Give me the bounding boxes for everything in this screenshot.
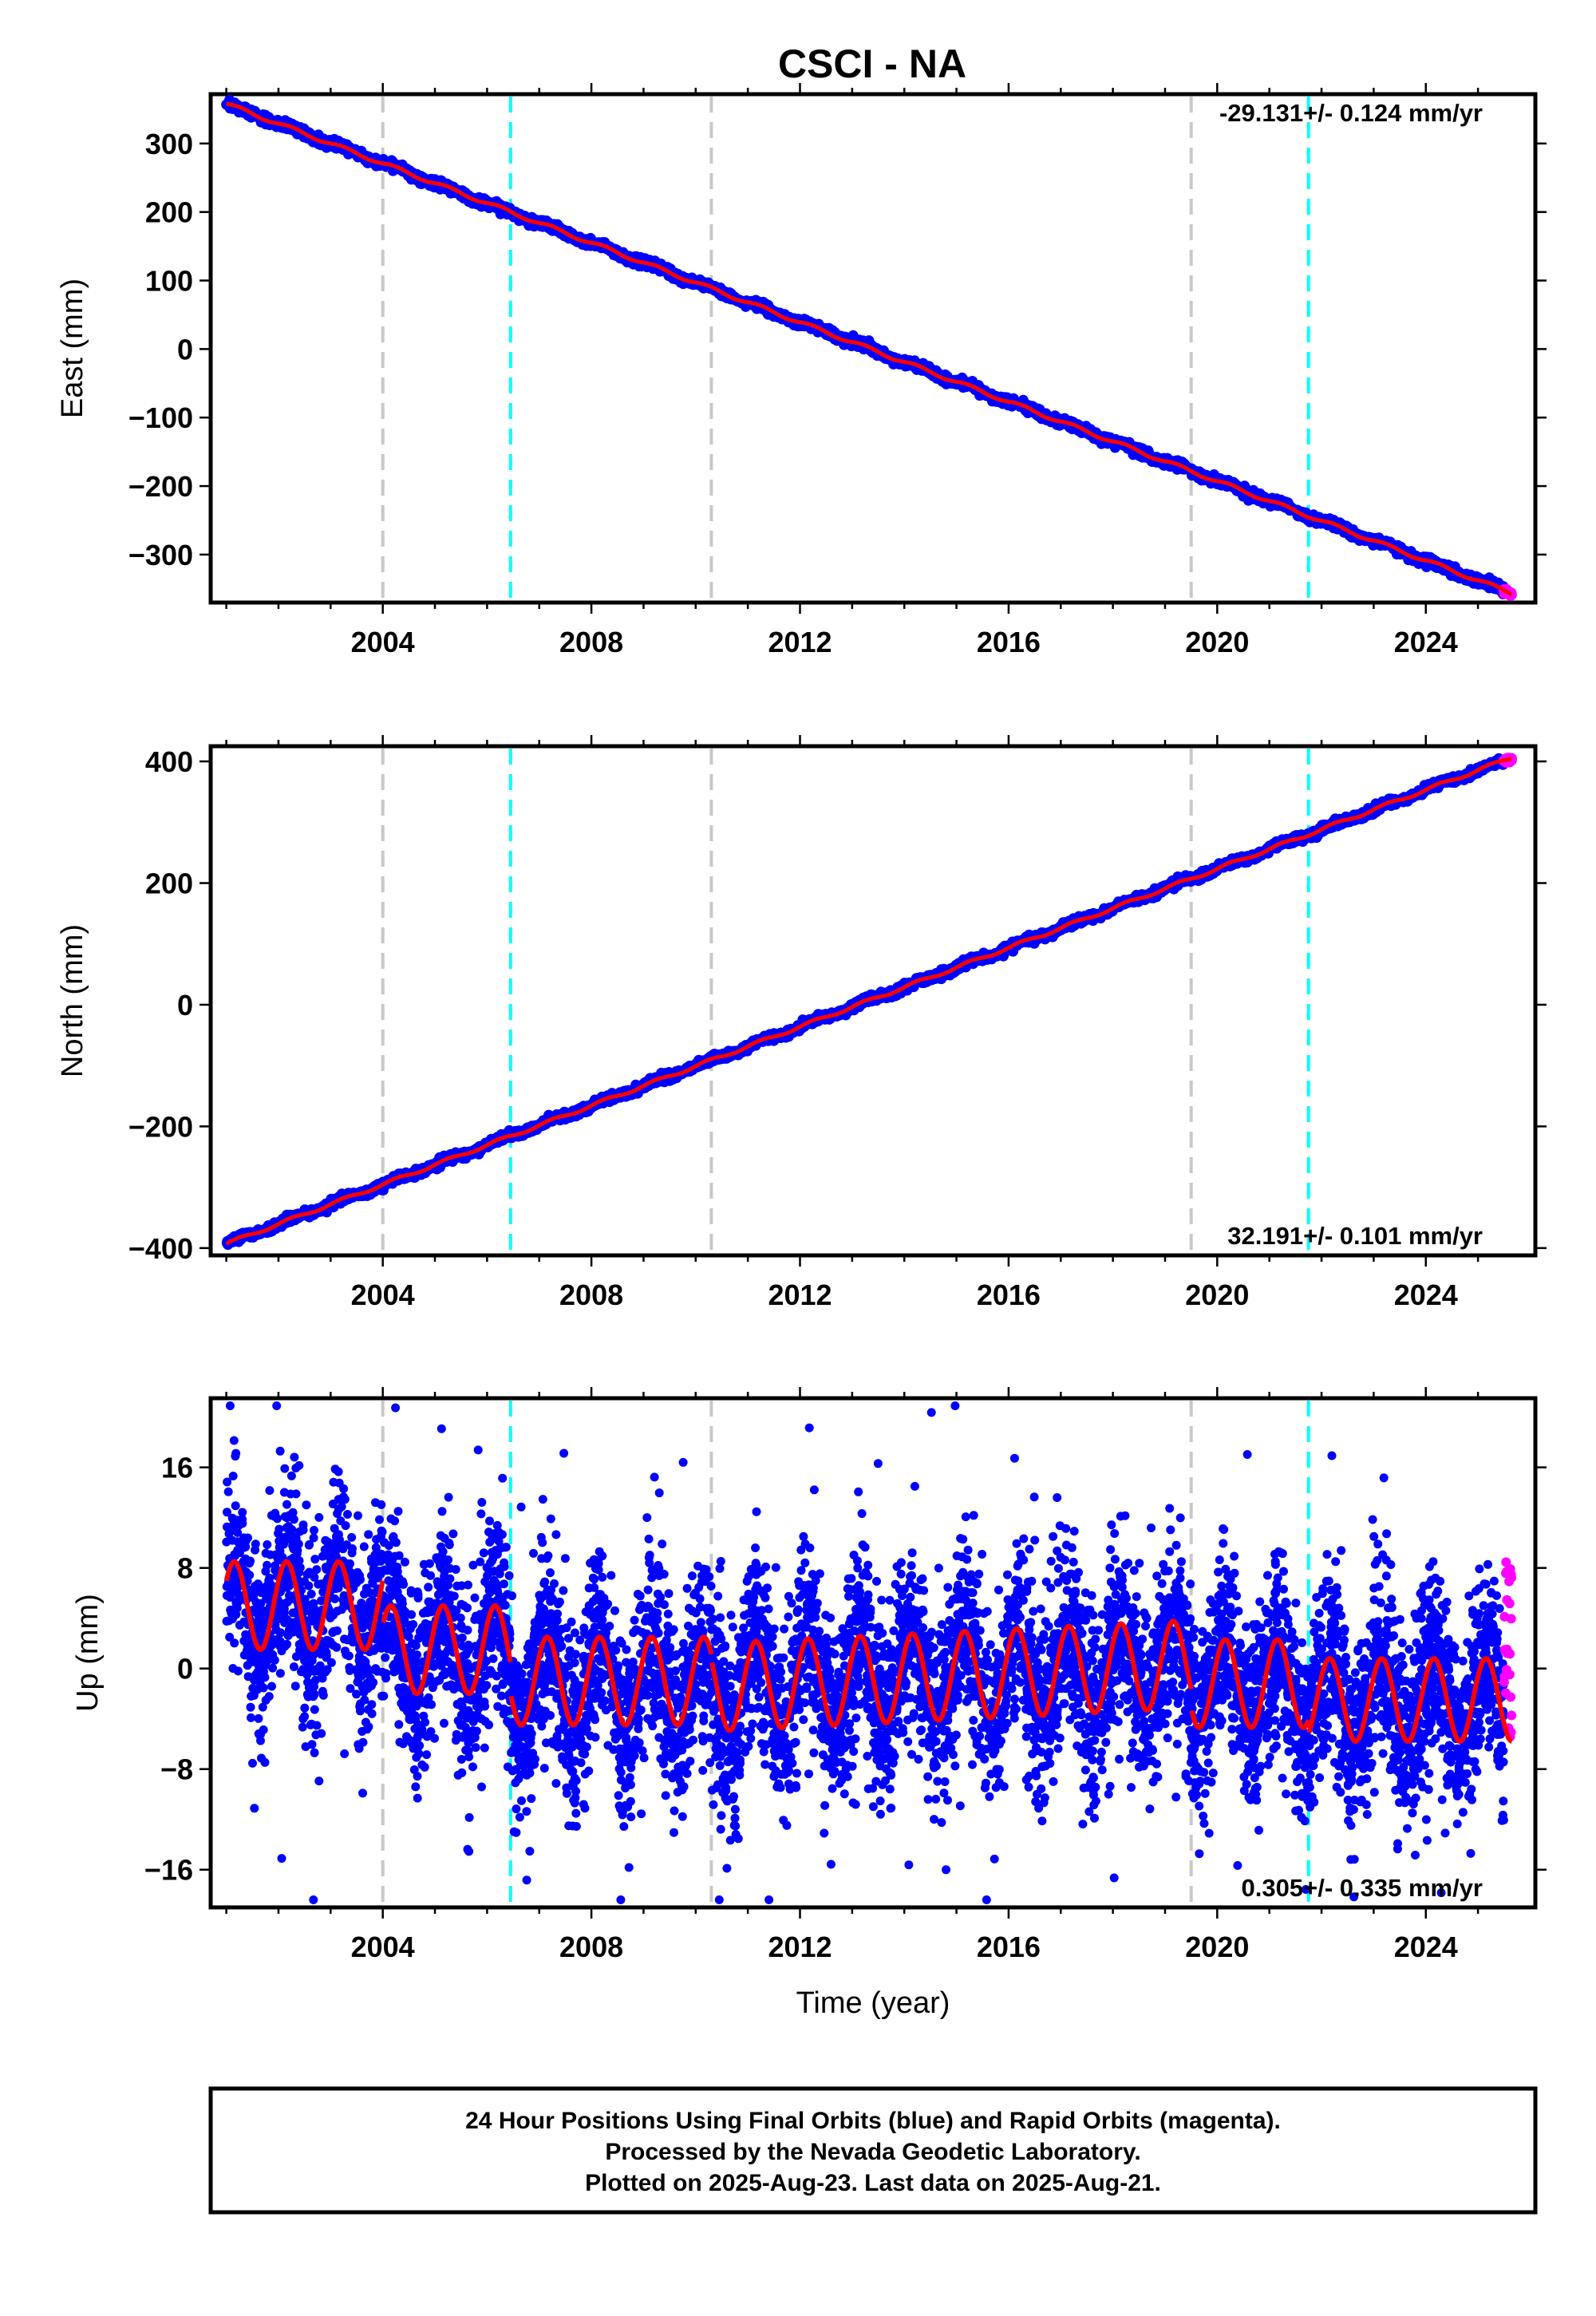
y-axis-label: North (mm) [56,924,89,1077]
y-tick-label: 200 [145,868,193,900]
x-tick-label: 2024 [1394,1279,1458,1311]
y-tick-label: −200 [128,1110,193,1143]
x-tick-label: 2020 [1185,1279,1249,1311]
x-tick-label: 2020 [1185,626,1249,658]
event-lines [381,749,1310,1253]
y-axis-label: East (mm) [56,279,89,418]
y-tick-label: 0 [177,333,193,366]
y-tick-label: 400 [145,745,193,778]
x-tick-label: 2016 [977,626,1041,658]
x-tick-label: 2012 [768,1279,832,1311]
model-fit-line [224,101,1514,597]
x-tick-label: 2004 [351,626,415,658]
y-tick-label: −300 [128,539,193,571]
y-tick-label: 100 [145,265,193,298]
x-tick-label: 2012 [768,626,832,658]
x-tick-label: 2024 [1394,626,1458,658]
x-tick-label: 2004 [351,1279,415,1311]
x-tick-label: 2008 [559,1279,623,1311]
y-tick-label: 200 [145,196,193,229]
north-panel: −400 −200 0 200 400 2004 2008 2012 2016 2020 2024 N… [56,735,1547,1311]
y-tick-label: −200 [128,470,193,503]
y-tick-label: −100 [128,401,193,434]
chart-title: CSCI - NA [778,41,966,86]
east-panel: −300 −200 −100 0 100 200 300 2004 2008 2012 2016 20… [56,83,1547,658]
y-tick-label: 300 [145,128,193,160]
rate-label: -29.131+/- 0.124 mm/yr [1219,99,1483,127]
x-tick-label: 2016 [977,1279,1041,1311]
y-tick-label: −400 [128,1232,193,1265]
x-tick-label: 2008 [559,626,623,658]
y-tick-label: 0 [177,989,193,1022]
